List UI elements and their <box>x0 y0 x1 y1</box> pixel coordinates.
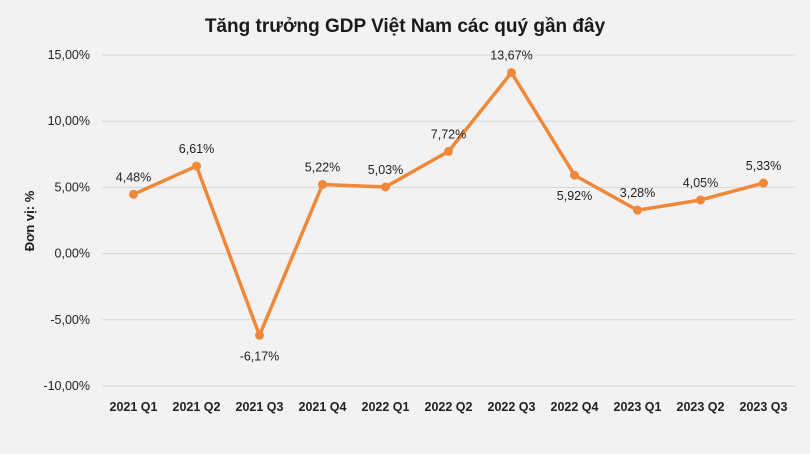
data-label: 7,72% <box>431 127 466 141</box>
data-point <box>444 146 453 156</box>
data-label: 5,22% <box>305 160 340 174</box>
data-label: 5,33% <box>746 159 781 173</box>
x-tick-label: 2021 Q3 <box>236 400 284 414</box>
data-label: -6,17% <box>240 349 280 363</box>
data-point <box>255 330 264 340</box>
y-tick-label: -10,00% <box>43 379 90 393</box>
data-label: 6,61% <box>179 142 214 156</box>
x-tick-label: 2021 Q4 <box>299 400 347 414</box>
data-point <box>633 205 642 215</box>
data-label: 3,28% <box>620 186 655 200</box>
data-labels: 4,48% 6,61% -6,17% 5,22% 5,03% 7,72% 13,67% 5,9… <box>116 49 781 364</box>
x-tick-label: 2022 Q4 <box>551 400 599 414</box>
data-label: 13,67% <box>490 49 532 63</box>
x-tick-label: 2023 Q3 <box>740 400 788 414</box>
data-point <box>696 195 705 205</box>
x-tick-label: 2021 Q2 <box>173 400 221 414</box>
data-point <box>759 178 768 188</box>
x-tick-label: 2023 Q2 <box>677 400 725 414</box>
data-label: 5,92% <box>557 189 592 203</box>
x-tick-label: 2022 Q2 <box>425 400 473 414</box>
x-tick-label: 2021 Q1 <box>110 400 158 414</box>
data-point <box>318 179 327 189</box>
y-tick-labels: -10,00% -5,00% 0,00% 5,00% 10,00% 15,00% <box>43 48 90 393</box>
x-tick-labels: 2021 Q1 2021 Q2 2021 Q3 2021 Q4 2022 Q1 2022 … <box>110 400 788 414</box>
y-tick-label: 15,00% <box>48 48 90 62</box>
x-tick-label: 2023 Q1 <box>614 400 662 414</box>
gridlines <box>102 54 795 387</box>
y-tick-label: 0,00% <box>55 247 90 261</box>
data-point <box>381 182 390 192</box>
series-line <box>131 70 766 338</box>
data-label: 5,03% <box>368 163 403 177</box>
data-points <box>129 68 768 340</box>
data-label: 4,48% <box>116 170 151 184</box>
data-point <box>507 68 516 78</box>
data-point <box>192 161 201 171</box>
series-line-layer <box>131 70 766 338</box>
y-tick-label: 5,00% <box>55 180 90 194</box>
y-tick-label: 10,00% <box>48 114 90 128</box>
chart-title: Tăng trưởng GDP Việt Nam các quý gần đây <box>205 16 606 37</box>
data-point <box>570 170 579 180</box>
x-tick-label: 2022 Q3 <box>488 400 536 414</box>
y-axis-label: Đơn vị: % <box>22 190 37 251</box>
x-tick-label: 2022 Q1 <box>362 400 410 414</box>
data-label: 4,05% <box>683 176 718 190</box>
y-tick-label: -5,00% <box>50 313 90 327</box>
data-point <box>129 189 138 199</box>
